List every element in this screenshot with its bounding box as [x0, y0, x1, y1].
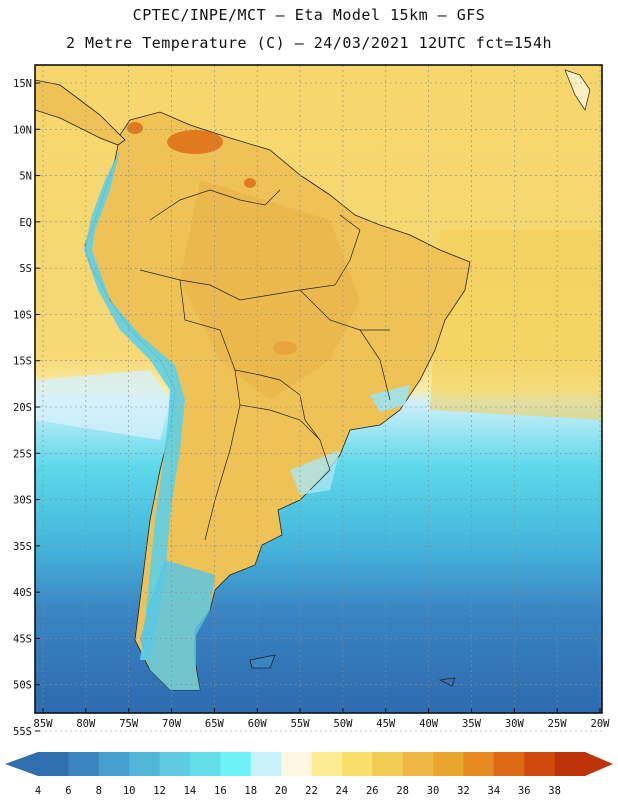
colorbar-label: 24 [336, 785, 349, 797]
lat-label: 5N [19, 171, 32, 183]
colorbar-box [402, 752, 434, 776]
colorbar-box [250, 752, 282, 776]
lat-label: 35S [13, 541, 32, 553]
lon-label: 40W [419, 718, 439, 730]
lat-label: 45S [13, 633, 32, 645]
colorbar-box [463, 752, 495, 776]
map-frame [34, 64, 603, 714]
colorbar-box [38, 752, 69, 776]
lat-label: 10N [13, 124, 32, 136]
lat-label: 40S [13, 587, 32, 599]
colorbar-box [281, 752, 312, 776]
lon-label: 55W [291, 718, 311, 730]
colorbar-box [554, 752, 586, 776]
colorbar-high-arrow [585, 752, 613, 776]
lon-label: 85W [34, 718, 54, 730]
lon-label: 70W [162, 718, 182, 730]
lon-label: 50W [333, 718, 353, 730]
colorbar-label: 16 [214, 785, 227, 797]
colorbar-box [98, 752, 130, 776]
colorbar-box [189, 752, 221, 776]
hot-spot-venezuela [167, 130, 223, 154]
coastal-cool-se [370, 385, 410, 412]
country-borders [139, 189, 391, 541]
colorbar-box [159, 752, 191, 776]
colorbar-label: 10 [123, 785, 136, 797]
lon-label: 25W [548, 718, 568, 730]
colorbar-label: 18 [244, 785, 257, 797]
colorbar-box [493, 752, 525, 776]
colorbar-labels: 4 6 8 10 12 14 16 18 20 22 24 26 28 30 32 34 36 38 [35, 785, 561, 797]
colorbar: 4 6 8 10 12 14 16 18 20 22 24 26 28 30 32 34 36 38 [5, 752, 613, 797]
lat-label: 15N [13, 78, 32, 90]
lon-label: 65W [205, 718, 225, 730]
lat-label: 30S [13, 495, 32, 507]
lat-label: 5S [19, 263, 32, 275]
colorbar-label: 38 [548, 785, 561, 797]
colorbar-low-arrow [5, 752, 38, 776]
colorbar-label: 32 [457, 785, 470, 797]
colorbar-label: 20 [275, 785, 288, 797]
colorbar-label: 36 [518, 785, 531, 797]
lon-label: 45W [376, 718, 396, 730]
title-line-1: CPTEC/INPE/MCT – Eta Model 15km – GFS [132, 6, 486, 24]
colorbar-label: 14 [184, 785, 197, 797]
coastal-cool-south [290, 450, 340, 495]
lat-label: 25S [13, 448, 32, 460]
colorbar-label: 34 [488, 785, 501, 797]
graticule [35, 65, 602, 732]
longitude-labels: 85W 80W 75W 70W 65W 60W 55W 50W 45W 40W 35W 30W 25W 2… [34, 708, 611, 730]
colorbar-box [341, 752, 373, 776]
central-america-land [35, 79, 126, 146]
colorbar-label: 8 [96, 785, 102, 797]
map-field [35, 65, 602, 713]
falkland-islands [249, 654, 276, 669]
lon-label: 60W [248, 718, 268, 730]
colorbar-box [524, 752, 556, 776]
lat-label: 10S [13, 309, 32, 321]
lat-label: 50S [13, 680, 32, 692]
colorbar-label: 22 [305, 785, 318, 797]
caribbean-islands [564, 69, 591, 111]
hot-spot-north [244, 178, 256, 188]
colorbar-box [220, 752, 252, 776]
lon-label: 30W [505, 718, 525, 730]
title-line-2: 2 Metre Temperature (C) – 24/03/2021 12U… [65, 34, 553, 52]
lat-label: 15S [13, 356, 32, 368]
colorbar-label: 6 [65, 785, 71, 797]
warm-ocean-area [430, 230, 602, 420]
lat-label: 55S [13, 726, 32, 738]
lon-label: 80W [76, 718, 96, 730]
warm-interior [180, 180, 360, 400]
colorbar-boxes [38, 752, 586, 776]
colorbar-label: 4 [35, 785, 41, 797]
patagonia-cool [140, 560, 215, 690]
south-georgia [438, 677, 456, 687]
cool-ocean-band [35, 370, 170, 440]
lon-label: 35W [462, 718, 482, 730]
colorbar-box [311, 752, 343, 776]
colorbar-box [433, 752, 464, 776]
hot-spot-colombia [127, 122, 143, 134]
colorbar-label: 12 [153, 785, 166, 797]
colorbar-label: 26 [366, 785, 379, 797]
lat-label: 20S [13, 402, 32, 414]
colorbar-box [372, 752, 404, 776]
colorbar-box [68, 752, 100, 776]
andes-cool-strip [84, 150, 185, 660]
lon-label: 75W [119, 718, 139, 730]
temperature-map: 15N 10N 5N EQ 5S 10S 15S 20S 25S 30S 35S 40S 45S 50S 5… [13, 64, 611, 738]
colorbar-box [129, 752, 161, 776]
lon-label: 20W [591, 718, 611, 730]
lat-label: EQ [19, 217, 32, 229]
colorbar-label: 28 [396, 785, 409, 797]
latitude-labels: 15N 10N 5N EQ 5S 10S 15S 20S 25S 30S 35S 40S 45S 50S 5… [13, 78, 40, 738]
colorbar-label: 30 [427, 785, 440, 797]
